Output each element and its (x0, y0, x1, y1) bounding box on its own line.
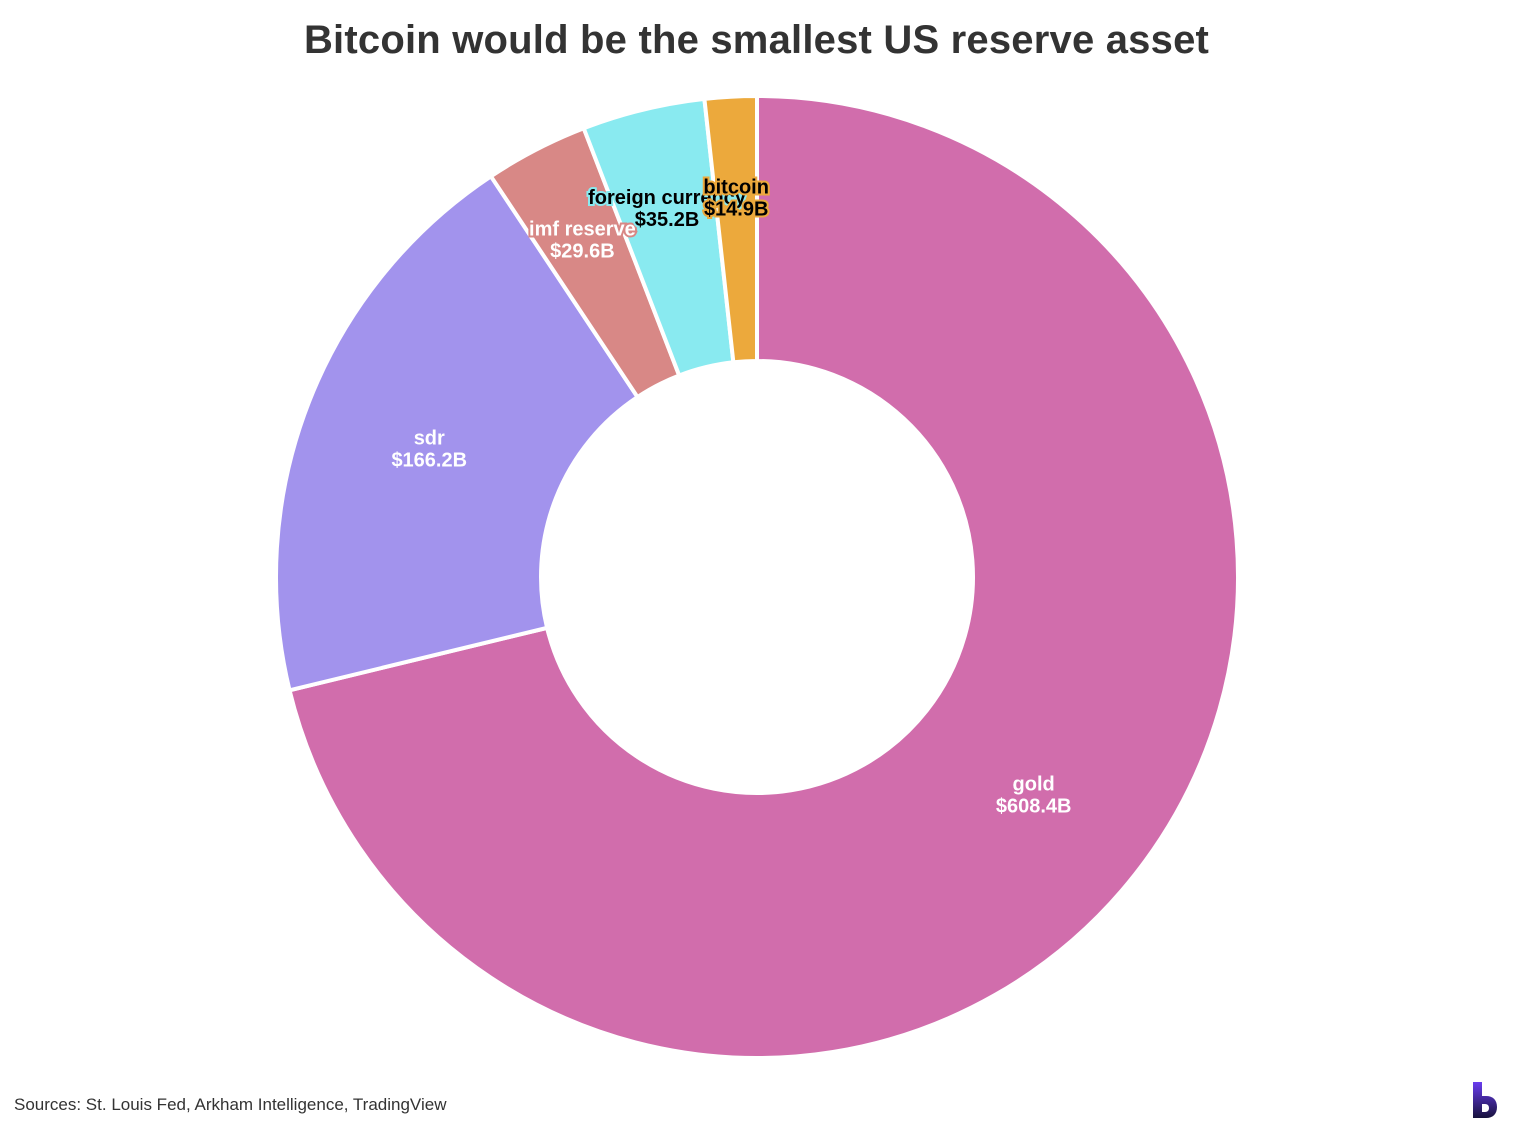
slice-value-gold: $608.4B (996, 796, 1072, 818)
slice-label-imf-reserve: imf reserve (529, 218, 636, 240)
donut-slices (274, 94, 1240, 1060)
slice-label-bitcoin: bitcoin (703, 177, 769, 199)
slice-value-bitcoin: $14.9B (704, 199, 769, 221)
slice-value-sdr: $166.2B (391, 450, 467, 472)
chart-title: Bitcoin would be the smallest US reserve… (303, 18, 1210, 62)
slice-label-gold: gold (1013, 774, 1055, 796)
slice-value-foreign-currency: $35.2B (635, 209, 700, 231)
donut-labels: gold$608.4B sdr$166.2B imf reserve$29.6B fo… (389, 175, 1073, 820)
slice-label-foreign-currency: foreign currency (588, 187, 747, 209)
slice-value-imf-reserve: $29.6B (550, 240, 615, 262)
slice-gold (287, 94, 1240, 1060)
source-note: Sources: St. Louis Fed, Arkham Intellige… (14, 1095, 447, 1114)
slice-sdr (274, 174, 640, 693)
slice-bitcoin (702, 94, 759, 365)
brand-logo (1473, 1082, 1497, 1118)
slice-label-sdr: sdr (414, 428, 445, 450)
